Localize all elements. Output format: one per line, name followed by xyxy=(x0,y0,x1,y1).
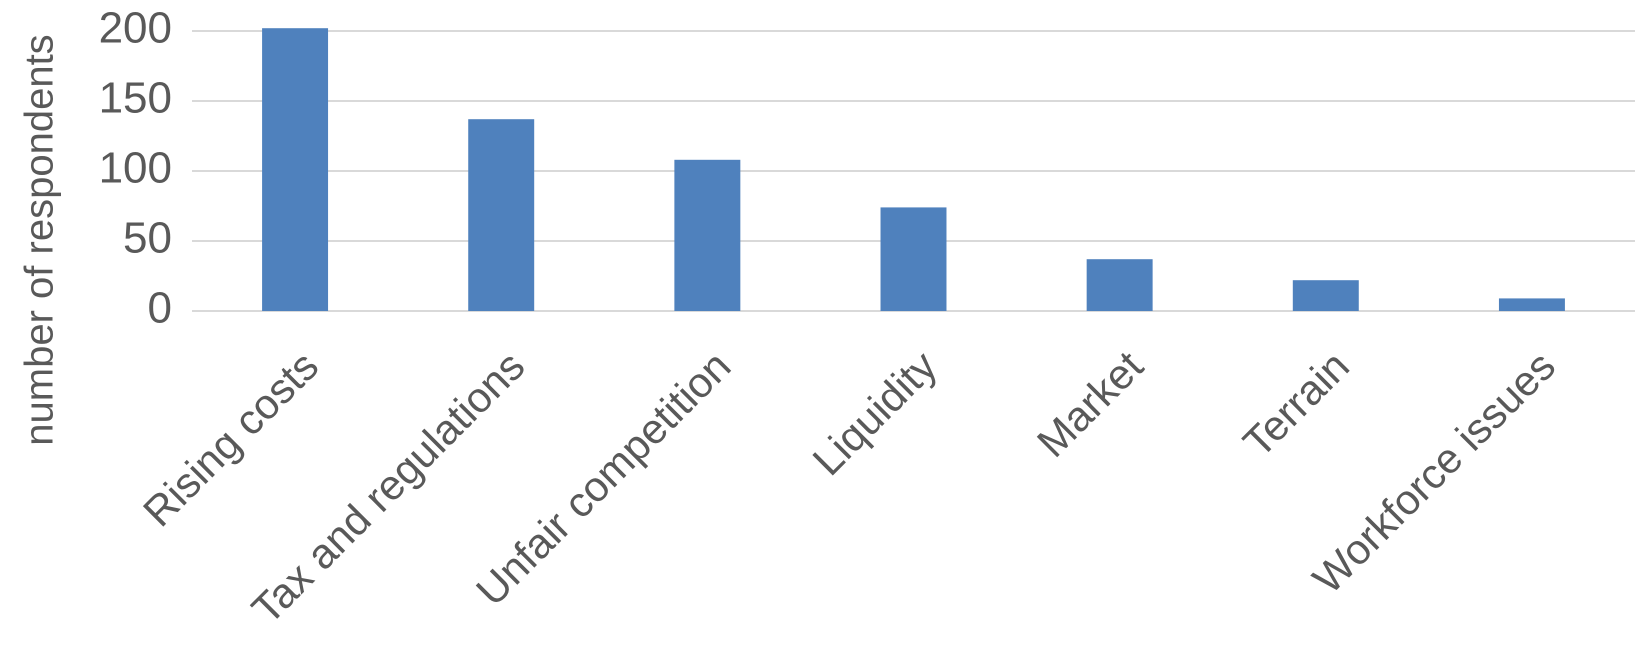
x-tick-label: Market xyxy=(1028,342,1152,466)
bar xyxy=(1086,259,1153,311)
y-tick-label: 0 xyxy=(148,284,172,333)
x-tick-label: Rising costs xyxy=(134,342,327,535)
bar xyxy=(468,119,535,311)
bar xyxy=(880,207,947,311)
y-tick-label: 100 xyxy=(99,144,172,193)
y-tick-label: 150 xyxy=(99,74,172,123)
x-tick-label: Liquidity xyxy=(804,342,946,484)
bar xyxy=(1292,280,1359,311)
x-tick-label: Terrain xyxy=(1234,342,1358,466)
bar xyxy=(262,28,329,311)
bar xyxy=(1498,298,1565,311)
bar xyxy=(674,159,741,311)
y-tick-label: 50 xyxy=(123,214,172,263)
y-tick-label: 200 xyxy=(99,4,172,53)
y-axis-label: number of respondents xyxy=(18,34,62,445)
